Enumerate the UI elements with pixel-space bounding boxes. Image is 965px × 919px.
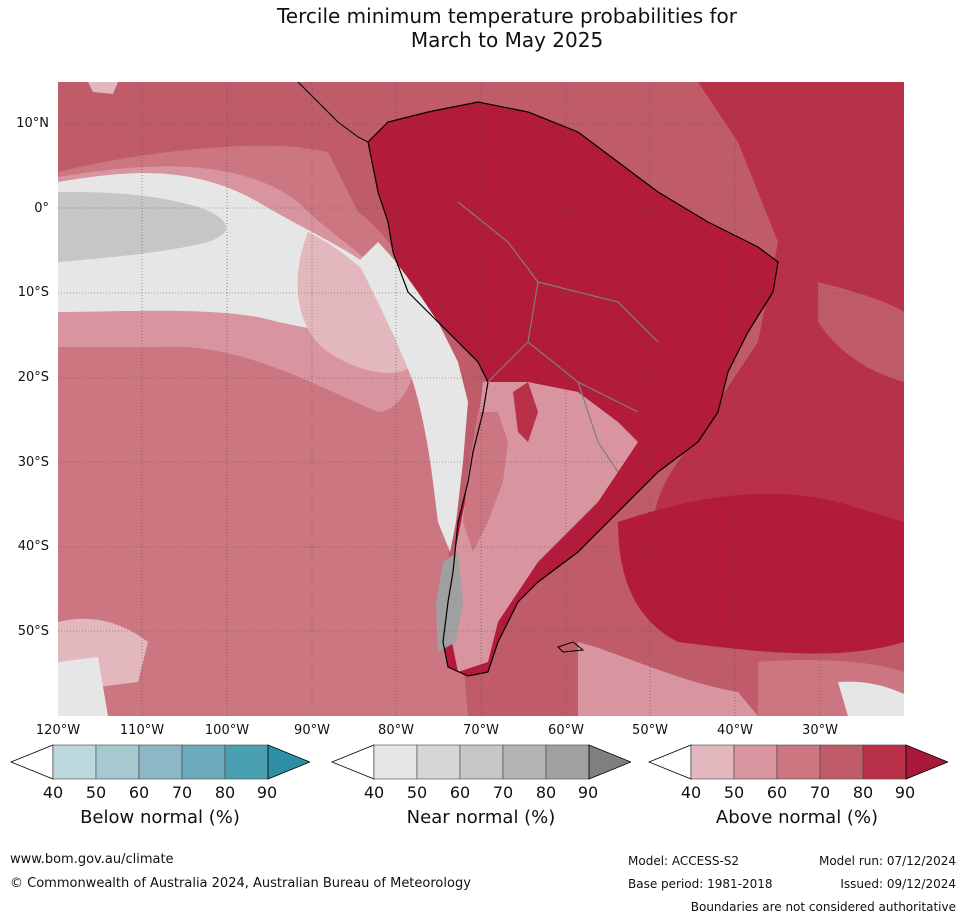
near-tick-60: 60	[449, 783, 471, 802]
lon-label-40w: 40°W	[717, 723, 753, 738]
above-swatch-5	[862, 744, 907, 780]
lat-label-10n: 10°N	[16, 116, 49, 131]
near-extend-high	[588, 744, 631, 780]
below-swatch-3	[138, 744, 183, 780]
above-tick-50: 50	[723, 783, 745, 802]
model-name: Model: ACCESS-S2	[628, 854, 740, 868]
near-swatch-5	[545, 744, 590, 780]
near-tick-90: 90	[577, 783, 599, 802]
below-tick-70: 70	[171, 783, 193, 802]
probability-map[interactable]	[58, 82, 904, 716]
near-swatch-2	[416, 744, 461, 780]
lat-label-20s: 20°S	[17, 370, 49, 385]
below-tick-50: 50	[85, 783, 107, 802]
colorbar-below-normal	[10, 744, 310, 780]
issued-date: Issued: 09/12/2024	[840, 877, 956, 891]
base-period: Base period: 1981-2018	[628, 877, 773, 891]
below-swatch-1	[52, 744, 97, 780]
near-normal-label: Near normal (%)	[406, 807, 556, 828]
lat-label-50s: 50°S	[17, 624, 49, 639]
above-tick-90: 90	[894, 783, 916, 802]
lon-label-120w: 120°W	[35, 723, 81, 738]
colorbar-near-normal	[331, 744, 631, 780]
model-run: Model run: 07/12/2024	[818, 854, 956, 868]
above-tick-80: 80	[852, 783, 874, 802]
colorbar-above-normal	[648, 744, 948, 780]
above-swatch-2	[733, 744, 778, 780]
below-tick-80: 80	[214, 783, 236, 802]
above-swatch-1	[690, 744, 735, 780]
above-swatch-4	[819, 744, 864, 780]
above-tick-40: 40	[680, 783, 702, 802]
below-swatch-4	[181, 744, 226, 780]
lon-label-60w: 60°W	[548, 723, 584, 738]
lon-label-90w: 90°W	[294, 723, 330, 738]
above-extend-high	[905, 744, 948, 780]
below-tick-60: 60	[128, 783, 150, 802]
below-extend-high	[267, 744, 310, 780]
lon-label-100w: 100°W	[204, 723, 250, 738]
lon-label-50w: 50°W	[632, 723, 668, 738]
near-swatch-1	[373, 744, 418, 780]
title-line-2: March to May 2025	[410, 28, 604, 52]
above-extend-low	[648, 744, 692, 780]
below-tick-90: 90	[256, 783, 278, 802]
near-swatch-3	[459, 744, 504, 780]
lon-label-110w: 110°W	[119, 723, 165, 738]
below-swatch-2	[95, 744, 140, 780]
near-tick-80: 80	[535, 783, 557, 802]
website-link[interactable]: www.bom.gov.au/climate	[10, 852, 174, 867]
below-tick-40: 40	[42, 783, 64, 802]
below-swatch-5	[224, 744, 269, 780]
chart-title: Tercile minimum temperature probabilitie…	[0, 4, 965, 52]
above-tick-60: 60	[766, 783, 788, 802]
above-normal-label: Above normal (%)	[715, 807, 879, 828]
title-line-1: Tercile minimum temperature probabilitie…	[276, 4, 738, 28]
lon-label-80w: 80°W	[378, 723, 414, 738]
below-extend-low	[10, 744, 54, 780]
map-canvas	[58, 82, 904, 716]
lon-label-30w: 30°W	[802, 723, 838, 738]
lon-label-70w: 70°W	[463, 723, 499, 738]
near-extend-low	[331, 744, 375, 780]
above-swatch-3	[776, 744, 821, 780]
near-tick-70: 70	[492, 783, 514, 802]
lat-label-30s: 30°S	[17, 455, 49, 470]
boundaries-disclaimer: Boundaries are not considered authoritat…	[690, 900, 956, 914]
above-tick-70: 70	[809, 783, 831, 802]
lat-label-40s: 40°S	[17, 539, 49, 554]
below-normal-label: Below normal (%)	[80, 807, 240, 828]
copyright-text: © Commonwealth of Australia 2024, Austra…	[10, 876, 471, 891]
near-tick-40: 40	[363, 783, 385, 802]
near-swatch-4	[502, 744, 547, 780]
lat-label-0: 0°	[34, 201, 49, 216]
lat-label-10s: 10°S	[17, 285, 49, 300]
near-tick-50: 50	[406, 783, 428, 802]
